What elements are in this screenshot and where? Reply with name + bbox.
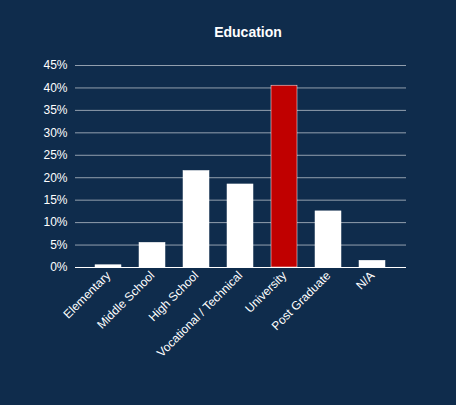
svg-text:High School: High School bbox=[145, 268, 202, 325]
svg-text:0%: 0% bbox=[50, 260, 68, 274]
svg-text:35%: 35% bbox=[43, 103, 67, 117]
svg-text:N/A: N/A bbox=[353, 268, 377, 292]
svg-text:10%: 10% bbox=[43, 215, 67, 229]
svg-text:45%: 45% bbox=[43, 58, 67, 72]
svg-text:Middle School: Middle School bbox=[94, 268, 157, 331]
svg-text:30%: 30% bbox=[43, 126, 67, 140]
svg-text:Elementary: Elementary bbox=[60, 268, 114, 322]
svg-text:University: University bbox=[242, 268, 290, 316]
svg-text:20%: 20% bbox=[43, 171, 67, 185]
svg-text:15%: 15% bbox=[43, 193, 67, 207]
svg-text:25%: 25% bbox=[43, 148, 67, 162]
svg-text:Post Graduate: Post Graduate bbox=[269, 268, 334, 333]
html-text:Education: Education bbox=[214, 24, 282, 40]
svg-text:5%: 5% bbox=[50, 238, 68, 252]
svg-text:Vocational / Technical: Vocational / Technical bbox=[154, 268, 245, 359]
svg-text:40%: 40% bbox=[43, 81, 67, 95]
